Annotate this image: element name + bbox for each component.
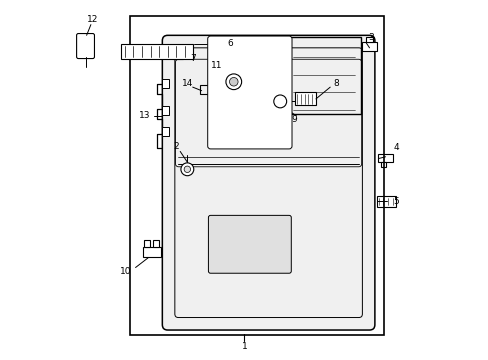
Bar (130, 16, 383, 336)
Circle shape (273, 95, 286, 108)
Text: 1: 1 (241, 342, 247, 351)
Circle shape (184, 166, 190, 172)
Text: 6: 6 (227, 39, 233, 48)
Text: 12: 12 (87, 15, 98, 24)
Bar (173, 48, 183, 59)
Bar (142, 247, 160, 257)
Bar (200, 85, 216, 94)
FancyBboxPatch shape (162, 35, 374, 330)
Text: 11: 11 (210, 61, 222, 70)
Text: 2: 2 (173, 142, 179, 151)
Bar (294, 93, 315, 105)
Bar (121, 44, 192, 59)
Text: 3: 3 (367, 33, 373, 42)
Text: 8: 8 (333, 79, 339, 88)
FancyBboxPatch shape (77, 33, 94, 59)
Bar (170, 50, 173, 57)
FancyBboxPatch shape (208, 215, 291, 273)
Bar (162, 127, 169, 136)
Bar (153, 240, 159, 247)
Bar (365, 37, 372, 42)
Circle shape (225, 74, 241, 90)
Bar (162, 79, 169, 88)
Bar (144, 240, 149, 247)
Bar (378, 154, 392, 162)
Text: 7: 7 (190, 54, 196, 63)
Bar (362, 42, 376, 51)
Bar (381, 162, 385, 167)
FancyBboxPatch shape (207, 36, 291, 149)
Bar (162, 106, 169, 114)
Bar (269, 37, 360, 114)
Circle shape (181, 163, 193, 176)
Text: 4: 4 (393, 143, 398, 152)
Text: 10: 10 (120, 267, 131, 276)
Bar (376, 196, 395, 207)
Text: 5: 5 (393, 197, 398, 206)
Text: 14: 14 (181, 79, 193, 88)
Circle shape (229, 77, 238, 86)
Text: 9: 9 (291, 115, 297, 124)
Text: 13: 13 (139, 111, 151, 120)
